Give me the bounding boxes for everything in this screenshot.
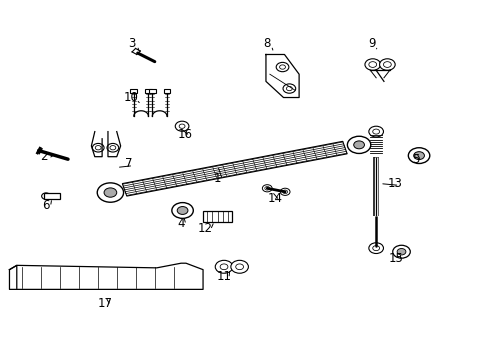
Bar — [149, 89, 156, 93]
Circle shape — [171, 203, 193, 219]
Text: 2: 2 — [40, 150, 47, 163]
Circle shape — [407, 148, 429, 163]
Circle shape — [235, 264, 243, 270]
Circle shape — [368, 62, 376, 67]
Circle shape — [279, 65, 285, 69]
Circle shape — [41, 193, 50, 199]
Text: 4: 4 — [177, 216, 184, 230]
Circle shape — [104, 188, 117, 197]
Circle shape — [283, 84, 295, 93]
Circle shape — [215, 260, 232, 273]
Polygon shape — [122, 141, 346, 196]
Circle shape — [95, 145, 101, 150]
Circle shape — [175, 121, 188, 131]
Circle shape — [110, 145, 116, 150]
Circle shape — [280, 188, 289, 195]
Bar — [130, 89, 137, 93]
Circle shape — [396, 248, 405, 255]
Circle shape — [230, 260, 248, 273]
Circle shape — [413, 152, 424, 159]
Circle shape — [262, 185, 271, 192]
Circle shape — [368, 126, 383, 137]
Circle shape — [97, 183, 123, 202]
Text: 5: 5 — [411, 153, 419, 166]
Text: 6: 6 — [41, 199, 49, 212]
Text: 9: 9 — [368, 37, 375, 50]
Circle shape — [383, 62, 390, 67]
Circle shape — [353, 141, 364, 149]
Bar — [203, 211, 232, 222]
Text: 17: 17 — [98, 297, 113, 310]
Circle shape — [392, 245, 409, 258]
Text: 15: 15 — [387, 252, 402, 265]
Circle shape — [286, 86, 292, 91]
Text: 7: 7 — [124, 157, 132, 170]
Text: 8: 8 — [262, 37, 269, 50]
Bar — [145, 89, 152, 93]
Text: 12: 12 — [198, 222, 213, 235]
Text: 3: 3 — [128, 37, 136, 50]
Circle shape — [264, 186, 269, 190]
Circle shape — [346, 136, 370, 153]
Bar — [44, 193, 60, 199]
Bar — [163, 89, 170, 93]
Circle shape — [276, 62, 288, 72]
Circle shape — [220, 264, 227, 270]
Text: 16: 16 — [177, 127, 192, 141]
Circle shape — [282, 190, 287, 194]
Text: 14: 14 — [266, 192, 282, 205]
Circle shape — [372, 129, 379, 134]
Circle shape — [372, 246, 379, 251]
Circle shape — [92, 143, 104, 152]
Circle shape — [368, 243, 383, 253]
Text: 1: 1 — [213, 172, 221, 185]
Circle shape — [179, 124, 184, 129]
Circle shape — [177, 207, 187, 215]
Circle shape — [107, 143, 119, 152]
Text: 11: 11 — [216, 270, 231, 283]
Circle shape — [364, 59, 380, 70]
Circle shape — [379, 59, 394, 70]
Text: 10: 10 — [123, 91, 139, 104]
Text: 13: 13 — [386, 177, 401, 190]
